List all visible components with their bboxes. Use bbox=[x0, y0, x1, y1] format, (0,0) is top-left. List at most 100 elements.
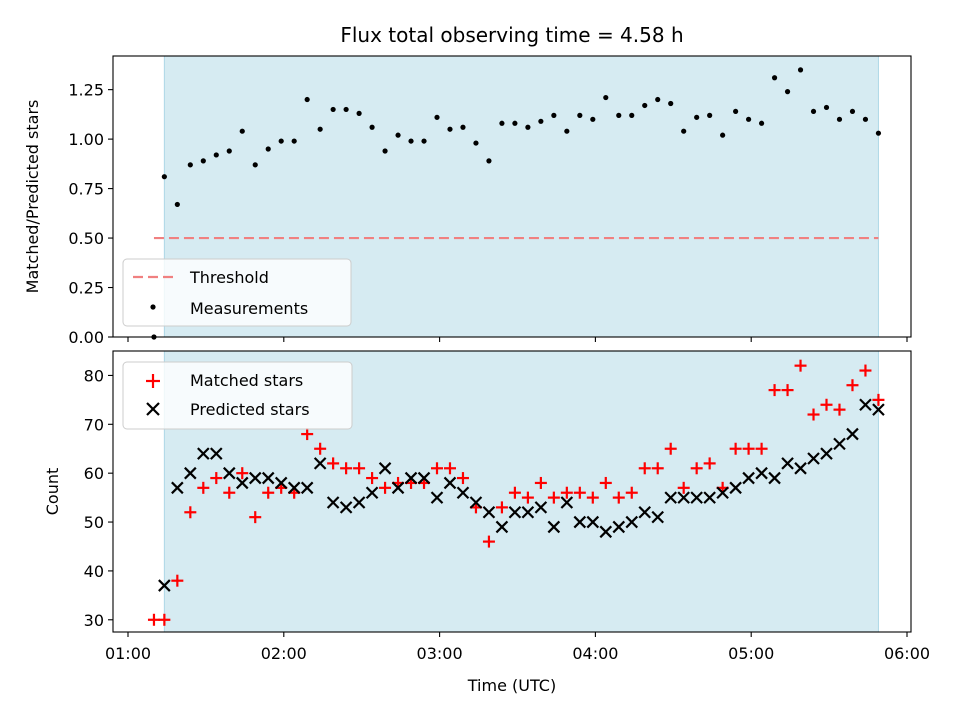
measurement-point bbox=[161, 174, 167, 180]
predicted-star-point bbox=[339, 501, 353, 514]
top-y-tick-label: 1.00 bbox=[68, 130, 104, 149]
matched-star-point bbox=[703, 457, 716, 470]
matched-star-point bbox=[249, 511, 262, 524]
matched-star-point bbox=[599, 476, 612, 489]
chart-title: Flux total observing time = 4.58 h bbox=[340, 23, 683, 47]
measurement-point bbox=[733, 108, 739, 115]
matched-star-point bbox=[638, 462, 651, 475]
matched-star-point bbox=[158, 613, 171, 626]
measurement-point bbox=[668, 100, 674, 107]
legend-matched-label: Matched stars bbox=[190, 371, 303, 390]
measurement-point bbox=[784, 89, 791, 95]
predicted-star-point bbox=[755, 466, 768, 480]
measurement-point bbox=[421, 138, 427, 144]
predicted-star-point bbox=[664, 491, 677, 504]
matched-star-point bbox=[807, 408, 820, 421]
measurement-point bbox=[174, 201, 180, 208]
predicted-star-point bbox=[820, 447, 833, 460]
matched-star-point bbox=[768, 384, 781, 397]
measurement-point bbox=[551, 112, 557, 118]
measurement-point bbox=[187, 162, 193, 168]
measurement-point bbox=[875, 130, 882, 136]
measurement-point bbox=[434, 114, 440, 120]
matched-star-point bbox=[197, 481, 210, 494]
predicted-star-point bbox=[210, 447, 223, 460]
predicted-star-point bbox=[742, 471, 755, 485]
predicted-star-point bbox=[560, 496, 574, 509]
predicted-star-point bbox=[158, 579, 171, 592]
top-y-axis-label: Matched/Predicted stars bbox=[23, 100, 42, 294]
measurement-point bbox=[564, 128, 570, 134]
measurement-point bbox=[447, 126, 453, 132]
bottom-y-tick-label: 50 bbox=[84, 513, 104, 532]
legend-measurements-swatch bbox=[150, 304, 156, 310]
predicted-star-point bbox=[677, 491, 690, 504]
measurement-point bbox=[239, 128, 245, 134]
measurement-point bbox=[681, 128, 687, 134]
matched-star-point bbox=[612, 491, 625, 504]
matched-star-point bbox=[820, 398, 833, 411]
bottom-x-tick-label: 05:00 bbox=[728, 644, 774, 663]
predicted-star-point bbox=[508, 505, 522, 519]
matched-star-point bbox=[482, 535, 495, 548]
top-y-tick-label: 1.25 bbox=[68, 81, 104, 100]
predicted-star-point bbox=[612, 520, 626, 534]
predicted-star-point bbox=[404, 471, 418, 485]
predicted-star-point bbox=[768, 471, 781, 485]
measurement-point bbox=[655, 96, 661, 103]
predicted-star-point bbox=[365, 486, 379, 499]
predicted-star-point bbox=[573, 515, 587, 529]
measurement-point bbox=[810, 108, 817, 115]
matched-star-point bbox=[314, 442, 327, 455]
matched-star-point bbox=[664, 442, 677, 455]
measurement-point bbox=[408, 138, 414, 144]
measurement-point bbox=[797, 67, 804, 73]
predicted-star-point bbox=[430, 491, 444, 504]
bottom-x-tick-label: 02:00 bbox=[261, 644, 307, 663]
bottom-x-tick-label: 01:00 bbox=[105, 644, 151, 663]
bottom-x-tick-label: 06:00 bbox=[884, 644, 930, 663]
matched-star-point bbox=[327, 457, 340, 470]
matched-star-points bbox=[147, 359, 885, 626]
measurement-point bbox=[382, 148, 388, 154]
predicted-star-point bbox=[638, 505, 652, 519]
matched-star-point bbox=[534, 476, 547, 489]
bottom-y-ticks: 30 40 50 60 70 80 bbox=[84, 366, 113, 630]
bottom-axes-frame bbox=[112, 350, 912, 633]
matched-star-point bbox=[262, 486, 275, 499]
top-y-ticks: 0.00 0.25 0.50 0.75 1.00 1.25 bbox=[68, 81, 113, 347]
predicted-star-point bbox=[651, 510, 664, 524]
predicted-star-point bbox=[781, 457, 794, 470]
matched-star-point bbox=[573, 486, 586, 499]
measurement-points bbox=[151, 67, 882, 340]
matched-star-point bbox=[456, 472, 469, 485]
bottom-legend: Matched stars Predicted stars bbox=[122, 361, 353, 430]
measurement-point bbox=[525, 124, 531, 130]
predicted-star-point bbox=[599, 525, 613, 539]
bottom-y-tick-label: 80 bbox=[84, 366, 104, 385]
legend-measurements-label: Measurements bbox=[190, 299, 308, 318]
top-y-tick-label: 0.75 bbox=[68, 180, 104, 199]
legend-predicted-label: Predicted stars bbox=[190, 400, 310, 419]
measurement-point bbox=[343, 106, 349, 113]
top-legend-box bbox=[122, 258, 352, 327]
top-axes-frame bbox=[112, 55, 912, 338]
matched-star-point bbox=[547, 491, 560, 504]
matched-star-point bbox=[742, 442, 755, 455]
predicted-star-point bbox=[197, 447, 210, 460]
predicted-star-point bbox=[807, 452, 820, 465]
predicted-star-points bbox=[158, 398, 885, 592]
bottom-y-tick-label: 30 bbox=[84, 611, 104, 630]
predicted-star-point bbox=[287, 481, 301, 495]
measurement-point bbox=[577, 112, 583, 118]
bottom-y-axis-label: Count bbox=[43, 468, 62, 516]
predicted-star-point bbox=[534, 501, 548, 514]
predicted-star-point bbox=[521, 505, 535, 519]
measurement-point bbox=[213, 152, 219, 158]
predicted-star-point bbox=[235, 476, 249, 490]
predicted-star-point bbox=[261, 471, 275, 485]
matched-star-point bbox=[794, 359, 807, 372]
measurement-point bbox=[265, 146, 271, 152]
measurement-point bbox=[642, 102, 648, 109]
